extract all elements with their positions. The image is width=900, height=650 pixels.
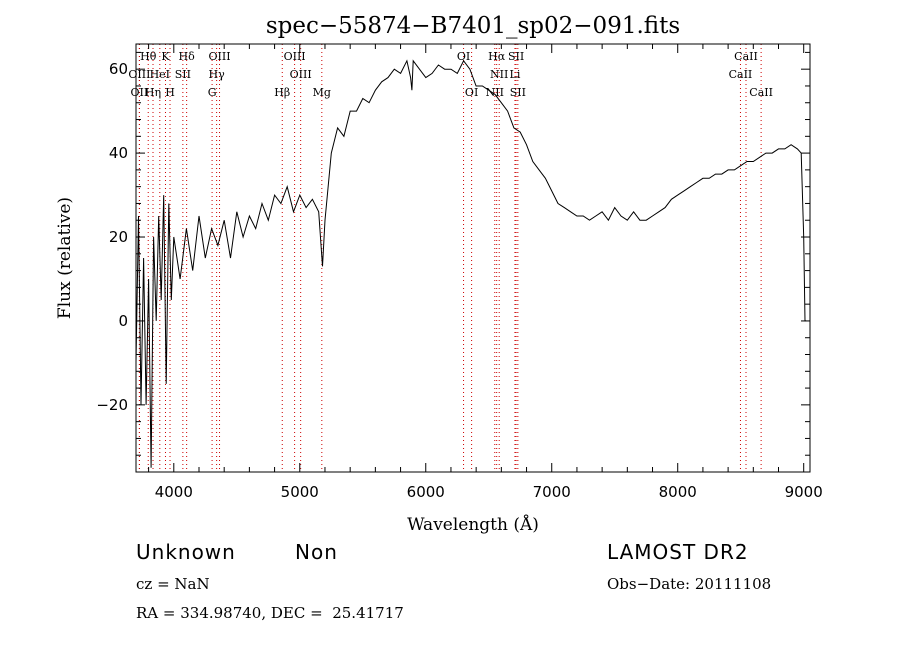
- y-tick-label: 20: [109, 228, 128, 246]
- x-tick-label: 8000: [659, 483, 697, 501]
- y-tick-label: −20: [96, 396, 128, 414]
- object-class: Unknown: [136, 540, 236, 564]
- line-label: G: [208, 86, 217, 99]
- line-label: Mg: [313, 86, 331, 99]
- line-label: OIII: [284, 50, 306, 63]
- redshift-cz: cz = NaN: [136, 575, 210, 593]
- y-tick-label: 40: [109, 144, 128, 162]
- axis-ticks: [136, 44, 810, 473]
- line-label: NII: [490, 68, 508, 81]
- coordinates: RA = 334.98740, DEC = 25.41717: [136, 604, 404, 622]
- x-tick-label: 4000: [155, 483, 193, 501]
- line-label: Hδ: [179, 50, 196, 63]
- line-label: CaII: [734, 50, 758, 63]
- line-label: OI: [465, 86, 478, 99]
- y-tick-label: 0: [118, 312, 128, 330]
- x-tick-label: 9000: [785, 483, 823, 501]
- line-label: Hη: [145, 86, 161, 99]
- line-label: OIII: [290, 68, 312, 81]
- object-subclass: Non: [295, 540, 338, 564]
- line-label: Hγ: [209, 68, 226, 81]
- line-label: Hβ: [274, 86, 290, 99]
- line-label: NII: [486, 86, 504, 99]
- x-tick-label: 5000: [281, 483, 319, 501]
- line-label: Hα: [488, 50, 506, 63]
- line-label: SII: [508, 50, 524, 63]
- observation-date: Obs−Date: 20111108: [607, 575, 772, 593]
- line-label: H: [165, 86, 175, 99]
- line-label: OII: [131, 86, 149, 99]
- line-label: Li: [510, 68, 521, 81]
- spectral-line-markers: [138, 44, 762, 472]
- line-label: HeI: [150, 68, 170, 81]
- x-tick-label: 7000: [533, 483, 571, 501]
- line-label: SII: [175, 68, 191, 81]
- line-label: K: [161, 50, 170, 63]
- survey-name: LAMOST DR2: [607, 540, 749, 564]
- spectrum-line: [135, 59, 807, 468]
- x-axis-label: Wavelength (Å): [407, 514, 539, 535]
- y-axis-label: Flux (relative): [55, 197, 75, 319]
- line-label: CaII: [729, 68, 753, 81]
- line-label: OIII: [208, 50, 230, 63]
- line-label: CaII: [749, 86, 773, 99]
- plot-frame: [135, 43, 811, 473]
- axis-tick-labels: 4000 5000 6000 7000 8000 9000 −20 0 20 40 60: [96, 60, 822, 501]
- line-label: Hθ: [140, 50, 157, 63]
- y-tick-label: 60: [109, 60, 128, 78]
- line-label: OI: [457, 50, 470, 63]
- line-label: OIII: [128, 68, 150, 81]
- line-label: SII: [510, 86, 526, 99]
- x-tick-label: 6000: [407, 483, 445, 501]
- chart-title: spec−55874−B7401_sp02−091.fits: [266, 13, 680, 39]
